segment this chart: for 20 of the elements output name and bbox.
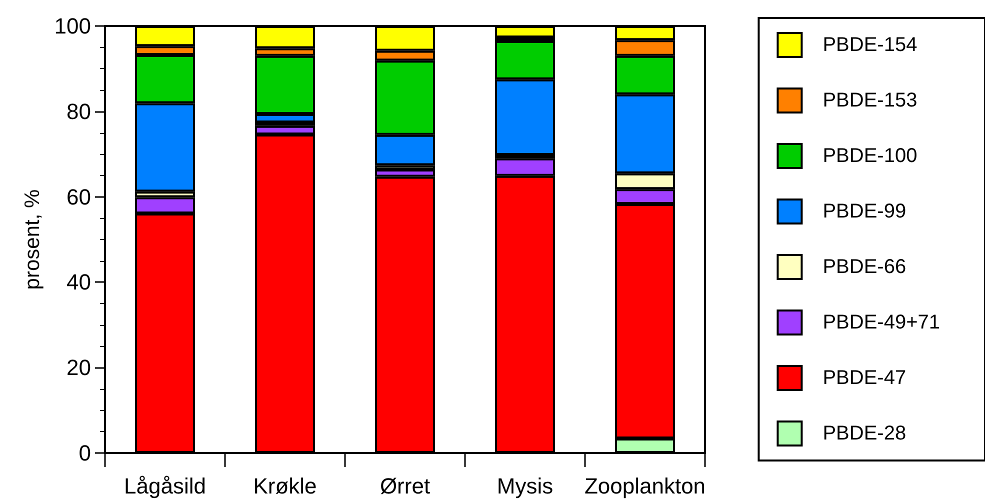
y-tick-label: 80 bbox=[66, 98, 91, 124]
x-tick-label: Ørret bbox=[380, 474, 430, 498]
y-tick-label: 40 bbox=[66, 270, 91, 295]
legend-label: PBDE-47 bbox=[822, 367, 906, 389]
x-tick-label: Zooplankton bbox=[584, 474, 706, 498]
legend-label: PBDE-28 bbox=[822, 422, 906, 444]
x-tick-label: Mysis bbox=[496, 474, 554, 498]
legend-label: PBDE-49+71 bbox=[822, 312, 940, 334]
legend-label: PBDE-100 bbox=[822, 145, 918, 167]
y-tick-label: 0 bbox=[78, 440, 91, 466]
y-tick-label: 20 bbox=[66, 355, 91, 380]
legend-label: PBDE-153 bbox=[822, 90, 918, 112]
legend-label: PBDE-66 bbox=[822, 256, 906, 278]
y-tick-label: 60 bbox=[66, 184, 91, 210]
legend-label: PBDE-99 bbox=[822, 200, 906, 222]
x-tick-label: Krøkle bbox=[253, 474, 317, 498]
y-axis-title: prosent, % bbox=[21, 189, 44, 290]
legend-label: PBDE-154 bbox=[822, 34, 918, 56]
x-tick-label: Lågåsild bbox=[124, 474, 206, 498]
y-tick-label: 100 bbox=[54, 14, 91, 38]
